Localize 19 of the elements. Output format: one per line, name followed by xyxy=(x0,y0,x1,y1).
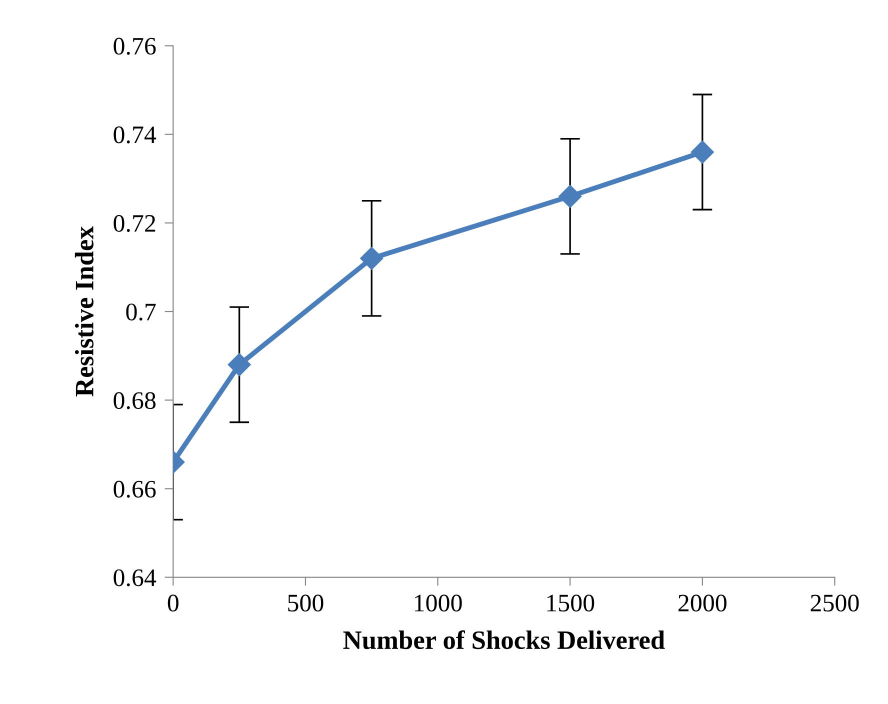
x-tick-label: 500 xyxy=(288,594,324,612)
y-axis-title: Resistive Index xyxy=(74,226,94,396)
x-tick-label: 2000 xyxy=(678,594,726,612)
y-tick-label: 0.76 xyxy=(114,38,156,55)
point xyxy=(558,184,582,208)
point xyxy=(228,353,251,376)
y-tick-label: 0.74 xyxy=(114,126,156,144)
x-tick-label: 1000 xyxy=(414,594,462,612)
y-tick-label: 0.72 xyxy=(114,214,156,232)
y-tick-label: 0.64 xyxy=(114,569,156,586)
point xyxy=(360,246,384,270)
x-axis-title: Number of Shocks Delivered xyxy=(343,630,665,650)
y-tick-label: 0.7 xyxy=(126,304,156,321)
x-tick-label: 1500 xyxy=(547,594,594,612)
y-tick-label: 0.68 xyxy=(114,392,156,410)
x-tick-label: 0 xyxy=(168,594,178,612)
y-tick-label: 0.66 xyxy=(114,480,156,498)
point xyxy=(690,140,714,164)
x-tick-label: 2500 xyxy=(810,594,859,612)
